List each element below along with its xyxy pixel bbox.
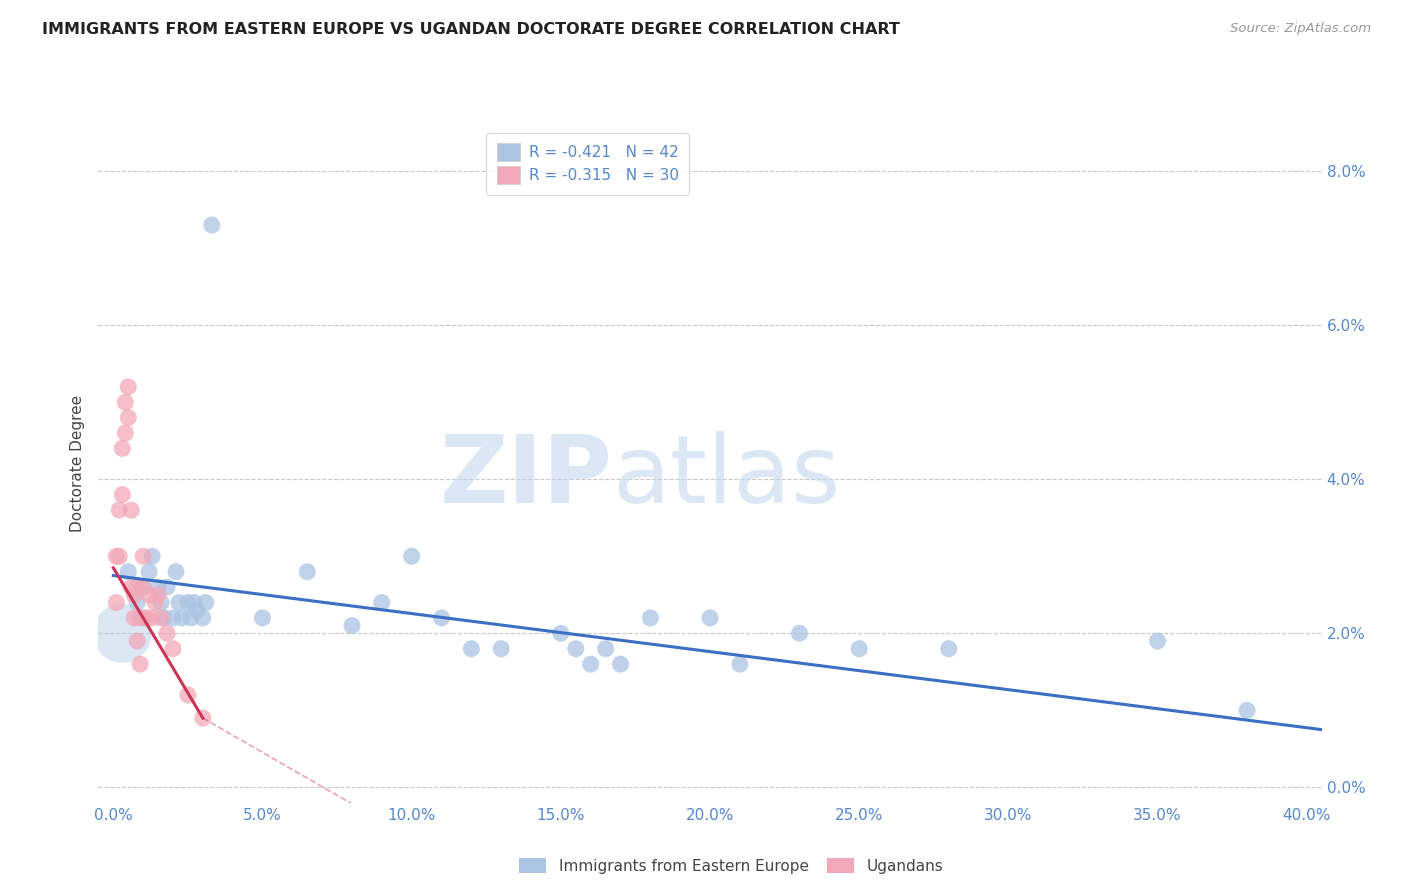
Point	[201, 218, 224, 232]
Point	[167, 595, 190, 609]
Point	[789, 626, 811, 640]
Point	[117, 410, 139, 425]
Point	[191, 611, 214, 625]
Point	[120, 580, 142, 594]
Point	[156, 626, 179, 640]
Point	[132, 611, 155, 625]
Point	[371, 595, 394, 609]
Point	[170, 611, 193, 625]
Point	[1146, 634, 1168, 648]
Point	[120, 503, 142, 517]
Text: Source: ZipAtlas.com: Source: ZipAtlas.com	[1230, 22, 1371, 36]
Point	[127, 634, 149, 648]
Y-axis label: Doctorate Degree: Doctorate Degree	[70, 395, 86, 533]
Point	[132, 580, 155, 594]
Point	[252, 611, 274, 625]
Point	[177, 688, 200, 702]
Point	[141, 549, 163, 564]
Legend: Immigrants from Eastern Europe, Ugandans: Immigrants from Eastern Europe, Ugandans	[513, 852, 949, 880]
Point	[177, 595, 200, 609]
Point	[114, 395, 136, 409]
Point	[114, 425, 136, 440]
Point	[138, 588, 160, 602]
Point	[550, 626, 572, 640]
Point	[108, 549, 131, 564]
Point	[401, 549, 423, 564]
Point	[194, 595, 217, 609]
Point	[579, 657, 602, 672]
Point	[165, 565, 187, 579]
Point	[135, 611, 157, 625]
Point	[122, 611, 145, 625]
Point	[1236, 703, 1258, 717]
Point	[105, 595, 128, 609]
Point	[162, 641, 184, 656]
Point	[191, 711, 214, 725]
Point	[111, 442, 134, 456]
Point	[127, 580, 149, 594]
Point	[117, 380, 139, 394]
Point	[430, 611, 453, 625]
Point	[609, 657, 631, 672]
Point	[132, 580, 155, 594]
Text: atlas: atlas	[612, 432, 841, 524]
Point	[111, 626, 134, 640]
Point	[108, 503, 131, 517]
Point	[111, 488, 134, 502]
Point	[129, 611, 152, 625]
Point	[162, 611, 184, 625]
Point	[146, 580, 169, 594]
Point	[129, 657, 152, 672]
Point	[156, 580, 179, 594]
Point	[340, 618, 363, 632]
Point	[595, 641, 617, 656]
Point	[122, 588, 145, 602]
Legend: R = -0.421   N = 42, R = -0.315   N = 30: R = -0.421 N = 42, R = -0.315 N = 30	[486, 133, 689, 194]
Point	[186, 603, 208, 617]
Text: IMMIGRANTS FROM EASTERN EUROPE VS UGANDAN DOCTORATE DEGREE CORRELATION CHART: IMMIGRANTS FROM EASTERN EUROPE VS UGANDA…	[42, 22, 900, 37]
Point	[848, 641, 870, 656]
Point	[180, 611, 202, 625]
Point	[138, 565, 160, 579]
Point	[150, 595, 173, 609]
Point	[105, 549, 128, 564]
Text: ZIP: ZIP	[439, 432, 612, 524]
Point	[153, 611, 176, 625]
Point	[938, 641, 960, 656]
Point	[117, 565, 139, 579]
Point	[127, 595, 149, 609]
Point	[640, 611, 662, 625]
Point	[489, 641, 512, 656]
Point	[699, 611, 721, 625]
Point	[150, 611, 173, 625]
Point	[132, 549, 155, 564]
Point	[297, 565, 319, 579]
Point	[460, 641, 482, 656]
Point	[143, 595, 166, 609]
Point	[141, 611, 163, 625]
Point	[183, 595, 205, 609]
Point	[565, 641, 588, 656]
Point	[146, 588, 169, 602]
Point	[728, 657, 751, 672]
